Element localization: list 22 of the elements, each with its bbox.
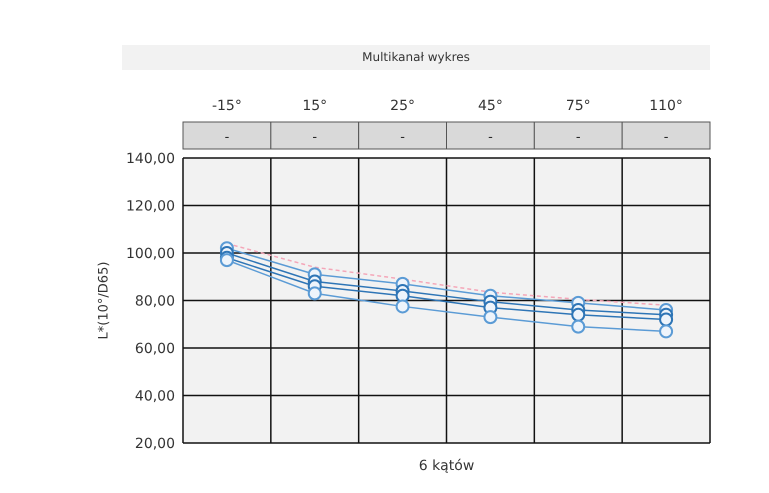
chart-title: Multikanał wykres: [122, 45, 710, 70]
y-axis-title: L*(10°/D65): [96, 262, 112, 340]
y-tick-label: 100,00: [126, 246, 175, 262]
y-tick-label: 20,00: [134, 436, 175, 452]
text: -: [224, 130, 230, 145]
x-axis-title: 6 kątów: [418, 458, 476, 474]
text: -: [576, 130, 581, 145]
y-tick-label: 80,00: [134, 293, 175, 310]
y-tick-label: 40,00: [134, 388, 175, 404]
text: -: [400, 130, 406, 145]
y-tick-label: 140,00: [126, 150, 175, 167]
x-tick-label: 25°: [390, 98, 415, 114]
x-tick-label: 45°: [478, 98, 503, 114]
x-tick-label: 15°: [302, 98, 328, 114]
text: -: [664, 130, 669, 145]
y-tick-label: 120,00: [126, 198, 175, 214]
text: -: [488, 130, 494, 145]
x-tick-label: 75°: [566, 98, 591, 114]
x-tick-label: -15°: [212, 98, 242, 114]
text: -: [312, 130, 318, 145]
y-tick-label: 60,00: [134, 340, 175, 357]
x-tick-label: 110°: [649, 98, 683, 114]
